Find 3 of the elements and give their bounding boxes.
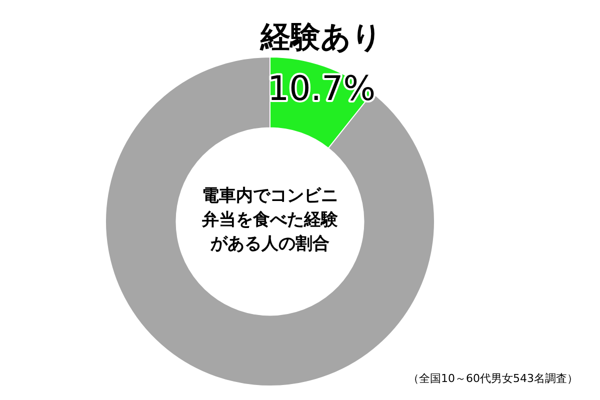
slice-label: 経験あり [260, 20, 383, 55]
text: （全国10～60代男女543名調査） [408, 371, 578, 386]
text: 電車内でコンビニ弁当を食べた経験がある人の割合 [201, 185, 339, 256]
